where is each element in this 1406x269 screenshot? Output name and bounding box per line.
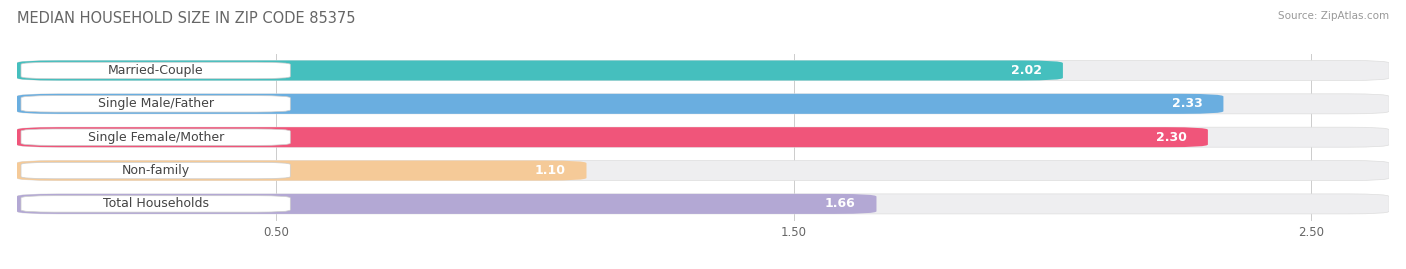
FancyBboxPatch shape (17, 61, 1063, 80)
FancyBboxPatch shape (17, 94, 1223, 114)
Text: MEDIAN HOUSEHOLD SIZE IN ZIP CODE 85375: MEDIAN HOUSEHOLD SIZE IN ZIP CODE 85375 (17, 11, 356, 26)
FancyBboxPatch shape (21, 62, 290, 79)
FancyBboxPatch shape (21, 129, 290, 146)
FancyBboxPatch shape (17, 94, 1389, 114)
FancyBboxPatch shape (17, 161, 586, 180)
Text: 2.33: 2.33 (1173, 97, 1202, 110)
Text: Non-family: Non-family (121, 164, 190, 177)
Text: Source: ZipAtlas.com: Source: ZipAtlas.com (1278, 11, 1389, 21)
FancyBboxPatch shape (17, 127, 1389, 147)
Text: 1.66: 1.66 (825, 197, 856, 210)
FancyBboxPatch shape (21, 196, 290, 212)
Text: 2.30: 2.30 (1156, 131, 1187, 144)
Text: Total Households: Total Households (103, 197, 208, 210)
FancyBboxPatch shape (17, 127, 1208, 147)
Text: 2.02: 2.02 (1011, 64, 1042, 77)
FancyBboxPatch shape (17, 194, 876, 214)
Text: Married-Couple: Married-Couple (108, 64, 204, 77)
FancyBboxPatch shape (17, 194, 1389, 214)
Text: Single Female/Mother: Single Female/Mother (87, 131, 224, 144)
FancyBboxPatch shape (17, 161, 1389, 180)
FancyBboxPatch shape (21, 95, 290, 112)
Text: Single Male/Father: Single Male/Father (97, 97, 214, 110)
FancyBboxPatch shape (17, 61, 1389, 80)
Text: 1.10: 1.10 (534, 164, 565, 177)
FancyBboxPatch shape (21, 162, 290, 179)
